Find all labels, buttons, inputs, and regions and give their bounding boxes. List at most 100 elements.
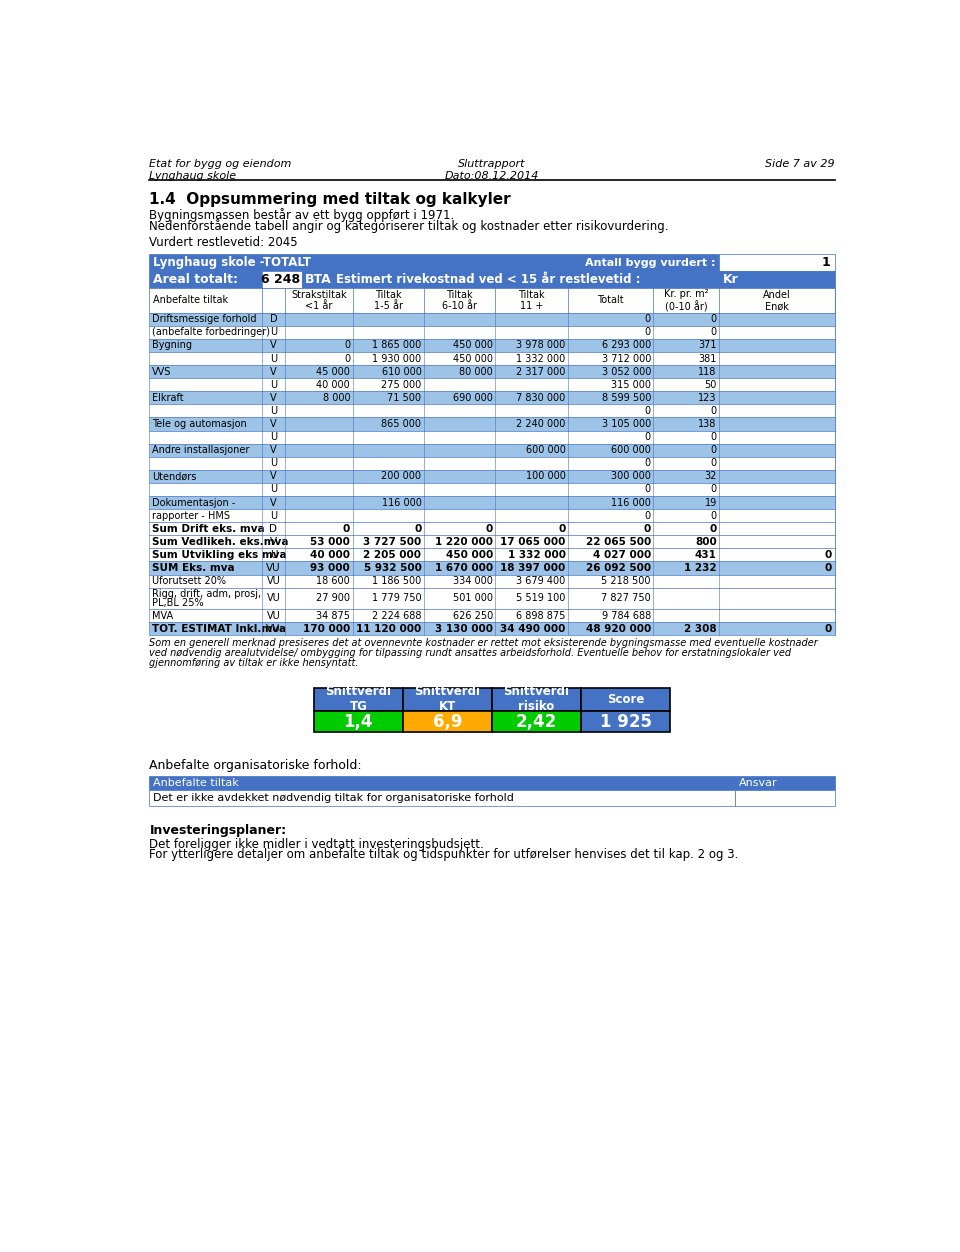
- Bar: [331, 272, 719, 288]
- Text: 0: 0: [645, 406, 651, 416]
- Bar: [492, 711, 581, 732]
- Text: U: U: [270, 406, 277, 416]
- Text: 4 027 000: 4 027 000: [592, 550, 651, 560]
- Text: 0: 0: [710, 432, 717, 442]
- Text: 5 932 500: 5 932 500: [364, 563, 421, 573]
- Text: 0: 0: [710, 511, 717, 521]
- Text: 71 500: 71 500: [388, 393, 421, 403]
- Bar: [150, 366, 834, 378]
- Text: 6,9: 6,9: [433, 712, 462, 731]
- Text: 7 827 750: 7 827 750: [601, 593, 651, 603]
- Bar: [581, 711, 670, 732]
- Text: 3 130 000: 3 130 000: [435, 623, 492, 634]
- Text: VU: VU: [266, 623, 280, 634]
- Text: 2 205 000: 2 205 000: [364, 550, 421, 560]
- Text: 0: 0: [709, 523, 717, 533]
- Text: 53 000: 53 000: [310, 537, 350, 547]
- Text: For ytterligere detaljer om anbefalte tiltak og tidspunkter for utførelser henvi: For ytterligere detaljer om anbefalte ti…: [150, 849, 739, 861]
- Text: 6 898 875: 6 898 875: [516, 611, 565, 621]
- Text: 3 978 000: 3 978 000: [516, 341, 565, 351]
- Text: PL,BL 25%: PL,BL 25%: [152, 598, 204, 608]
- Text: 118: 118: [698, 367, 717, 377]
- Text: 100 000: 100 000: [526, 471, 565, 481]
- Text: 431: 431: [695, 550, 717, 560]
- Text: 1 232: 1 232: [684, 563, 717, 573]
- Bar: [150, 443, 834, 457]
- Text: 9 784 688: 9 784 688: [602, 611, 651, 621]
- Text: 0: 0: [645, 327, 651, 337]
- Text: (anbefalte forbedringer): (anbefalte forbedringer): [152, 327, 270, 337]
- Text: 0: 0: [825, 623, 832, 634]
- Text: 0: 0: [645, 314, 651, 324]
- Text: U: U: [270, 458, 277, 468]
- Text: Tiltak
11 +: Tiltak 11 +: [518, 289, 545, 312]
- Text: Ansvar: Ansvar: [739, 779, 778, 789]
- Text: Tele og automasjon: Tele og automasjon: [152, 419, 247, 429]
- Text: VVS: VVS: [152, 367, 171, 377]
- Text: Tiltak
1-5 år: Tiltak 1-5 år: [373, 289, 402, 312]
- Text: V: V: [270, 471, 276, 481]
- Bar: [150, 431, 834, 443]
- Text: Anbefalte tiltak: Anbefalte tiltak: [154, 779, 239, 789]
- Text: U: U: [270, 432, 277, 442]
- Text: V: V: [270, 367, 276, 377]
- Text: 1 865 000: 1 865 000: [372, 341, 421, 351]
- Text: Etat for bygg og eiendom: Etat for bygg og eiendom: [150, 159, 292, 169]
- Text: V: V: [270, 446, 276, 456]
- Bar: [150, 561, 834, 575]
- Text: BTA: BTA: [305, 273, 332, 287]
- Text: Snittverdi
KT: Snittverdi KT: [415, 685, 480, 714]
- Text: Investeringsplaner:: Investeringsplaner:: [150, 824, 287, 838]
- Text: 275 000: 275 000: [381, 379, 421, 389]
- Text: 1 332 000: 1 332 000: [516, 353, 565, 363]
- Bar: [150, 417, 834, 431]
- Text: VU: VU: [267, 576, 280, 586]
- Text: gjennomføring av tiltak er ikke hensyntatt.: gjennomføring av tiltak er ikke hensynta…: [150, 659, 359, 669]
- Bar: [150, 378, 834, 392]
- Text: 1 670 000: 1 670 000: [435, 563, 492, 573]
- Text: 80 000: 80 000: [459, 367, 492, 377]
- Bar: [150, 483, 834, 496]
- Text: 116 000: 116 000: [611, 497, 651, 507]
- Bar: [150, 776, 735, 790]
- Text: 2 308: 2 308: [684, 623, 717, 634]
- Text: Snittverdi
TG: Snittverdi TG: [325, 685, 392, 714]
- Text: TOT. ESTIMAT Inkl.mva: TOT. ESTIMAT Inkl.mva: [152, 623, 286, 634]
- Text: 116 000: 116 000: [382, 497, 421, 507]
- Text: 315 000: 315 000: [611, 379, 651, 389]
- Text: Antall bygg vurdert :: Antall bygg vurdert :: [586, 258, 716, 268]
- Text: Vurdert restlevetid: 2045: Vurdert restlevetid: 2045: [150, 237, 298, 249]
- Text: VU: VU: [267, 593, 280, 603]
- Bar: [150, 510, 834, 522]
- Text: Det er ikke avdekket nødvendig tiltak for organisatoriske forhold: Det er ikke avdekket nødvendig tiltak fo…: [154, 793, 515, 803]
- Bar: [653, 254, 719, 272]
- Text: 3 727 500: 3 727 500: [363, 537, 421, 547]
- Text: Sum Vedlikeh. eks.mva: Sum Vedlikeh. eks.mva: [152, 537, 288, 547]
- Text: 0: 0: [645, 458, 651, 468]
- Text: 5 218 500: 5 218 500: [601, 576, 651, 586]
- Bar: [262, 272, 302, 288]
- Text: 800: 800: [695, 537, 717, 547]
- Text: 18 397 000: 18 397 000: [500, 563, 565, 573]
- Text: Areal totalt:: Areal totalt:: [154, 273, 238, 287]
- Text: 2 317 000: 2 317 000: [516, 367, 565, 377]
- Text: 0: 0: [559, 523, 565, 533]
- Bar: [150, 254, 653, 272]
- Text: 0: 0: [645, 511, 651, 521]
- Text: V: V: [270, 393, 276, 403]
- Text: 17 065 000: 17 065 000: [500, 537, 565, 547]
- Text: 0: 0: [710, 406, 717, 416]
- Text: 5 519 100: 5 519 100: [516, 593, 565, 603]
- Text: 0: 0: [645, 485, 651, 495]
- Text: 0: 0: [486, 523, 492, 533]
- Bar: [403, 687, 492, 711]
- Text: rapporter - HMS: rapporter - HMS: [152, 511, 229, 521]
- Bar: [735, 776, 834, 790]
- Text: Tiltak
6-10 år: Tiltak 6-10 år: [442, 289, 477, 312]
- Text: 19: 19: [705, 497, 717, 507]
- Text: V: V: [270, 341, 276, 351]
- Text: Andel
Enøk: Andel Enøk: [763, 289, 791, 312]
- Text: 3 679 400: 3 679 400: [516, 576, 565, 586]
- Text: 1,4: 1,4: [344, 712, 373, 731]
- Text: 2 240 000: 2 240 000: [516, 419, 565, 429]
